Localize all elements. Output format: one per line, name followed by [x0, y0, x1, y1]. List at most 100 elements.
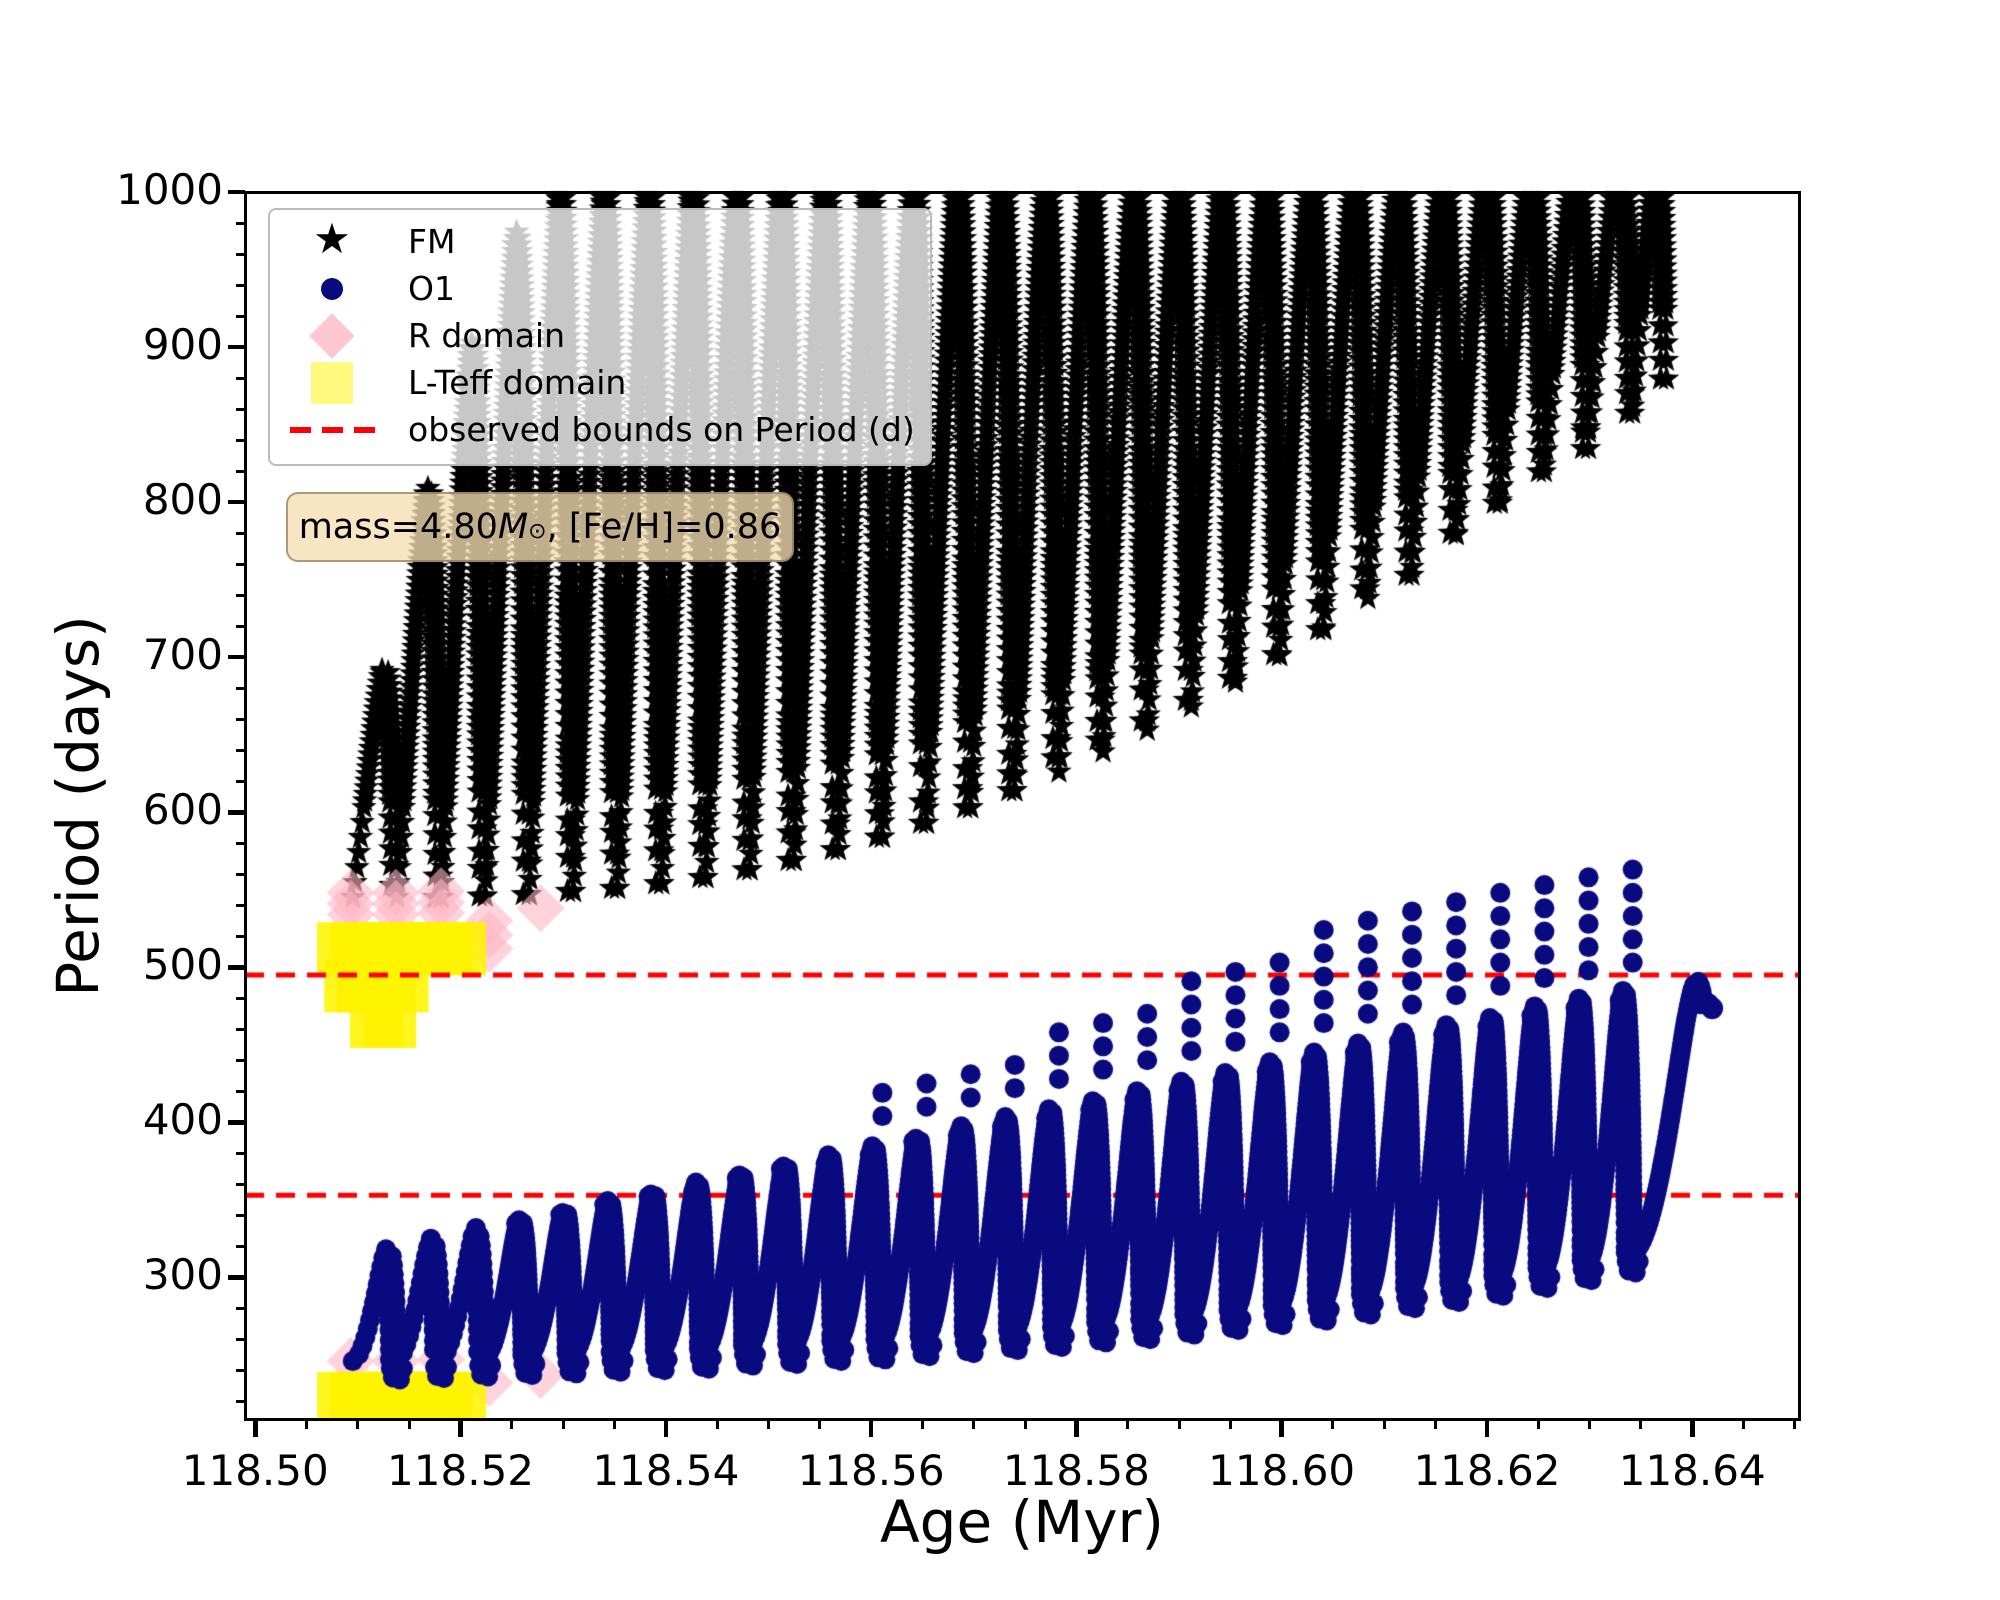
red-dashed-line-icon: [270, 426, 394, 433]
y-major-tick: [228, 1120, 245, 1125]
y-minor-tick: [236, 1306, 245, 1310]
legend-item-r-domain: R domain: [270, 312, 930, 359]
fm-star-icon: ★: [313, 213, 351, 263]
y-minor-tick: [236, 283, 245, 287]
x-major-tick: [1484, 1420, 1490, 1437]
y-minor-tick: [236, 996, 245, 1000]
y-axis-label: Period (days): [44, 615, 112, 997]
x-tick-label: 118.62: [1413, 1446, 1561, 1495]
y-tick-label: 900: [142, 320, 223, 370]
x-tick-label: 118.58: [1002, 1446, 1150, 1495]
x-tick-label: 118.54: [592, 1446, 740, 1495]
y-minor-tick: [236, 593, 245, 597]
y-minor-tick: [236, 779, 245, 783]
y-minor-tick: [236, 1058, 245, 1062]
y-minor-tick: [236, 717, 245, 721]
x-major-tick: [458, 1420, 463, 1437]
legend-item-label: O1: [408, 269, 455, 308]
x-minor-tick: [1126, 1420, 1130, 1429]
legend: ★ FM O1 R domain L-Teff domain observed …: [268, 208, 932, 466]
y-minor-tick: [236, 686, 245, 690]
x-tick-label: 118.56: [797, 1446, 945, 1495]
y-minor-tick: [236, 1399, 245, 1403]
y-minor-tick: [236, 407, 245, 411]
legend-item-label: R domain: [408, 316, 566, 355]
x-major-tick: [663, 1420, 669, 1437]
legend-item-fm: ★ FM: [270, 213, 930, 265]
x-major-tick: [253, 1420, 258, 1437]
x-tick-label: 118.60: [1208, 1446, 1356, 1495]
y-minor-tick: [236, 314, 245, 318]
x-tick-label: 118.52: [387, 1446, 535, 1495]
x-minor-tick: [356, 1420, 360, 1429]
y-minor-tick: [236, 1244, 245, 1248]
y-tick-label: 300: [142, 1250, 223, 1300]
x-major-tick: [1074, 1420, 1079, 1437]
x-minor-tick: [407, 1420, 411, 1429]
y-minor-tick: [236, 1027, 245, 1031]
x-minor-tick: [818, 1420, 822, 1429]
x-minor-tick: [1793, 1420, 1797, 1429]
legend-item-o1: O1: [270, 265, 930, 312]
y-minor-tick: [236, 531, 245, 535]
legend-item-observed-bounds: observed bounds on Period (d): [270, 406, 930, 453]
y-minor-tick: [236, 624, 245, 628]
y-major-tick: [228, 1275, 245, 1280]
y-minor-tick: [236, 221, 245, 225]
x-tick-label: 118.64: [1618, 1446, 1766, 1495]
y-minor-tick: [236, 1089, 245, 1093]
y-minor-tick: [236, 1337, 245, 1341]
y-minor-tick: [236, 872, 245, 876]
y-minor-tick: [236, 934, 245, 938]
x-minor-tick: [1588, 1420, 1592, 1429]
x-minor-tick: [920, 1420, 924, 1429]
x-minor-tick: [1228, 1420, 1232, 1429]
x-minor-tick: [305, 1420, 309, 1429]
y-major-tick: [228, 499, 245, 505]
y-minor-tick: [236, 1151, 245, 1155]
y-minor-tick: [236, 1368, 245, 1372]
x-minor-tick: [613, 1420, 616, 1429]
y-minor-tick: [236, 252, 245, 256]
r-domain-diamond-icon: [270, 312, 394, 359]
x-minor-tick: [510, 1420, 514, 1429]
y-tick-label: 700: [142, 630, 223, 680]
legend-item-l-teff-domain: L-Teff domain: [270, 359, 930, 406]
x-minor-tick: [1382, 1420, 1386, 1429]
y-minor-tick: [236, 903, 245, 907]
x-minor-tick: [1177, 1420, 1181, 1429]
x-minor-tick: [972, 1420, 976, 1429]
y-minor-tick: [236, 1182, 245, 1186]
annotation-sun-symbol: ⊙: [528, 518, 547, 544]
y-minor-tick: [236, 841, 245, 845]
y-major-tick: [228, 344, 245, 350]
y-minor-tick: [236, 748, 245, 752]
legend-item-label: FM: [408, 222, 456, 261]
x-minor-tick: [715, 1420, 719, 1429]
y-minor-tick: [236, 1213, 245, 1217]
y-minor-tick: [236, 469, 245, 473]
x-minor-tick: [1639, 1420, 1643, 1429]
x-major-tick: [868, 1420, 874, 1437]
x-minor-tick: [561, 1420, 565, 1429]
annotation-mass: mass=4.80: [298, 507, 498, 547]
y-minor-tick: [236, 438, 245, 442]
l-teff-square-icon: [270, 361, 394, 404]
o1-dot-icon: [270, 277, 394, 300]
x-minor-tick: [1536, 1420, 1540, 1429]
y-major-tick: [228, 654, 245, 660]
x-minor-tick: [1434, 1420, 1438, 1429]
x-minor-tick: [1331, 1420, 1335, 1429]
annotation-feh: , [Fe/H]=0.86: [546, 507, 782, 547]
annotation-m-symbol: M: [497, 507, 529, 547]
x-minor-tick: [766, 1420, 770, 1429]
y-major-tick: [228, 965, 245, 970]
y-minor-tick: [236, 562, 245, 566]
y-tick-label: 500: [142, 940, 223, 990]
x-tick-label: 118.50: [181, 1446, 329, 1495]
y-tick-label: 800: [142, 475, 223, 525]
y-tick-label: 400: [142, 1095, 223, 1145]
x-major-tick: [1690, 1420, 1695, 1437]
x-axis-label: Age (Myr): [879, 1488, 1165, 1556]
